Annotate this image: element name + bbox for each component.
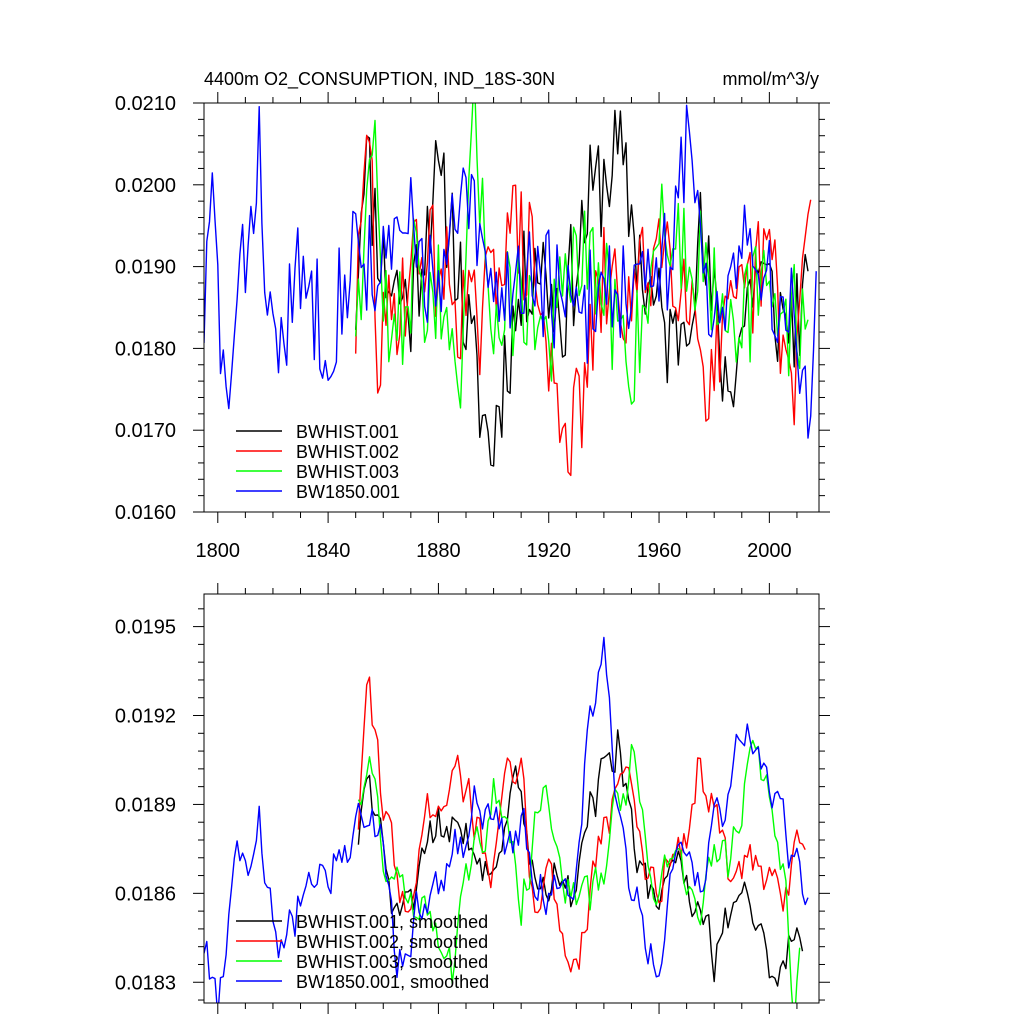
x-tick-label: 1960 (637, 540, 682, 562)
top-series-group (204, 103, 817, 477)
y-tick-label: 0.0195 (115, 617, 176, 639)
y-tick-label: 0.0200 (115, 175, 176, 197)
bottom-panel: 0.0183 0.0186 0.0189 0.0192 0.0195 BWHIST.00… (115, 583, 830, 1014)
y-tick-label: 0.0210 (115, 93, 176, 115)
series-line-bwhist-001 (355, 109, 809, 467)
y-tick-label: 0.0170 (115, 420, 176, 442)
y-tick-label: 0.0183 (115, 972, 176, 994)
legend-label: BWHIST.002 (296, 442, 399, 462)
x-tick-label: 1880 (416, 540, 461, 562)
series-line-bwhist-003 (355, 103, 809, 409)
chart-units: mmol/m^3/y (723, 69, 819, 89)
series-line-bwhist-002 (355, 134, 812, 477)
y-tick-label: 0.0192 (115, 706, 176, 728)
y-tick-label: 0.0186 (115, 883, 176, 905)
legend-label: BWHIST.002, smoothed (296, 932, 488, 952)
bottom-axes: 0.0183 0.0186 0.0189 0.0192 0.0195 (115, 583, 830, 1014)
x-tick-label: 1800 (196, 540, 241, 562)
top-panel: 4400m O2_CONSUMPTION, IND_18S-30N mmol/m… (115, 69, 830, 562)
series-line-bw1850-001-smoothed (204, 636, 809, 1003)
top-axes: 1800 1840 1880 1920 1960 2000 0.0160 0.0170 0.01… (115, 92, 830, 562)
x-tick-label: 2000 (747, 540, 792, 562)
series-line-bwhist-002-smoothed (357, 676, 806, 973)
y-tick-label: 0.0160 (115, 502, 176, 524)
series-line-bwhist-001-smoothed (357, 729, 804, 987)
x-tick-label: 1840 (306, 540, 351, 562)
plot-frame (203, 593, 820, 1004)
legend-label: BWHIST.003, smoothed (296, 952, 488, 972)
legend-label: BWHIST.001, smoothed (296, 912, 488, 932)
legend-label: BW1850.001 (296, 482, 400, 502)
series-line-bwhist-003-smoothed (357, 739, 801, 1003)
legend-label: BW1850.001, smoothed (296, 972, 489, 992)
y-tick-label: 0.0180 (115, 338, 176, 360)
chart-title: 4400m O2_CONSUMPTION, IND_18S-30N (204, 69, 555, 90)
bottom-series-group (204, 636, 809, 1003)
legend-label: BWHIST.003 (296, 462, 399, 482)
y-tick-label: 0.0190 (115, 257, 176, 279)
y-tick-label: 0.0189 (115, 794, 176, 816)
x-tick-label: 1920 (526, 540, 571, 562)
series-line-bw1850-001 (204, 104, 817, 439)
legend-label: BWHIST.001 (296, 422, 399, 442)
plot-frame (203, 102, 820, 513)
